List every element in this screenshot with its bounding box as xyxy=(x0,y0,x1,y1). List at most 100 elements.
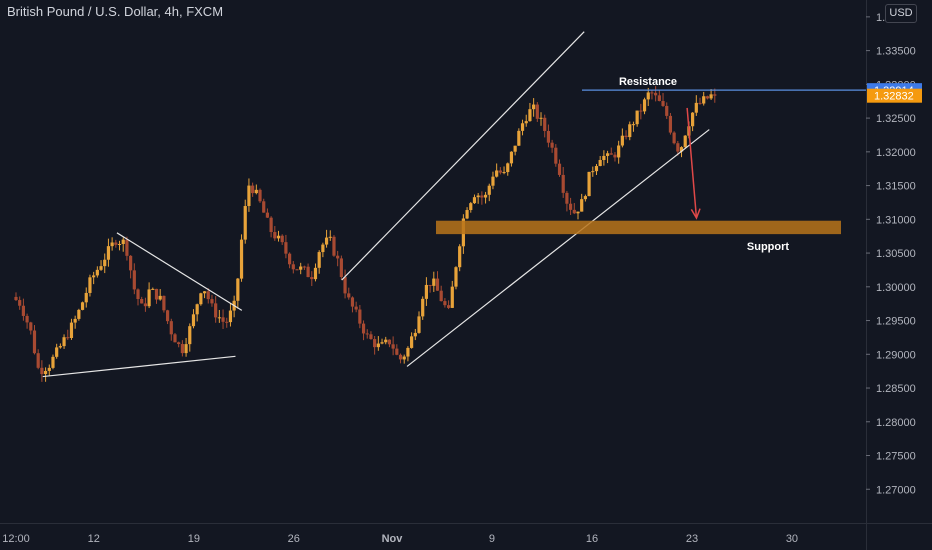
trendline-triangle-upper[interactable] xyxy=(116,232,243,311)
price-badges: 1.329141.32832 xyxy=(867,83,922,103)
candle xyxy=(140,296,144,304)
trendline-triangle-lower[interactable] xyxy=(42,355,236,378)
candle xyxy=(384,336,388,345)
candle xyxy=(483,191,488,204)
trendline-channel-lower[interactable] xyxy=(406,129,710,367)
candle-body xyxy=(594,166,599,172)
candle xyxy=(291,261,295,274)
candle-body xyxy=(639,110,643,112)
down-arrow-shaft xyxy=(686,107,698,219)
support-label: Support xyxy=(747,241,789,253)
candle-body xyxy=(679,147,684,152)
candle-body xyxy=(520,123,525,131)
candle xyxy=(343,269,347,299)
candle xyxy=(36,349,40,370)
candle xyxy=(709,89,713,100)
candle xyxy=(210,294,214,307)
candle-body xyxy=(276,235,281,239)
candle-body xyxy=(317,252,321,268)
candle xyxy=(162,295,166,313)
candle xyxy=(620,128,624,148)
candle-body xyxy=(410,336,414,348)
candle xyxy=(195,303,199,322)
candle-body xyxy=(302,266,306,268)
candle-body xyxy=(631,124,636,126)
resistance-label: Resistance xyxy=(619,76,677,88)
candle-body xyxy=(550,142,554,148)
candle-body xyxy=(476,195,480,198)
price-tick-label: 1.28000 xyxy=(876,417,916,429)
time-tick-label: 12 xyxy=(88,533,100,545)
candle xyxy=(624,130,628,140)
candle-body xyxy=(605,153,610,156)
candle xyxy=(29,321,33,335)
price-tick-label: 1.27500 xyxy=(876,451,916,463)
candle xyxy=(55,343,59,359)
candle xyxy=(206,288,210,304)
candle-body xyxy=(51,356,55,368)
time-axis[interactable]: 12:00 12 19 26 Nov 9 16 23 30 xyxy=(2,533,798,545)
candle-body xyxy=(554,147,558,164)
candle-body xyxy=(295,269,299,271)
candle-body xyxy=(199,293,203,305)
candle xyxy=(661,92,665,107)
price-tick-label: 1.31000 xyxy=(876,214,916,226)
support-zone[interactable] xyxy=(436,220,841,235)
candle xyxy=(77,308,81,321)
candle-body xyxy=(635,110,639,125)
candle-body xyxy=(642,99,647,112)
candle-body xyxy=(140,298,144,304)
candle-body xyxy=(306,266,310,278)
candle xyxy=(591,166,595,177)
candle xyxy=(177,341,181,348)
candle-body xyxy=(443,301,447,306)
candle xyxy=(683,135,687,149)
trendline-channel-upper[interactable] xyxy=(341,31,585,281)
candle xyxy=(317,250,321,274)
candle xyxy=(347,287,351,300)
candle-body xyxy=(162,295,166,311)
candle-body xyxy=(446,305,451,308)
candle-body xyxy=(472,197,477,204)
candle xyxy=(247,178,251,212)
candle-body xyxy=(103,259,107,267)
candle xyxy=(202,291,207,299)
candle xyxy=(454,266,458,290)
candle xyxy=(225,317,229,328)
candle xyxy=(147,282,151,309)
candle xyxy=(62,334,66,349)
candle-body xyxy=(369,334,373,340)
candle-body xyxy=(288,253,292,265)
candle-body xyxy=(469,203,473,211)
candle-body xyxy=(332,236,336,256)
candle-body xyxy=(32,330,37,354)
candle xyxy=(47,364,51,376)
candle xyxy=(665,102,669,119)
currency-button[interactable]: USD xyxy=(885,4,917,23)
candle-body xyxy=(258,189,262,202)
candle xyxy=(350,296,355,313)
candle-body xyxy=(269,217,273,233)
candle xyxy=(14,292,18,301)
candle xyxy=(446,300,451,310)
candle-body xyxy=(73,318,77,323)
price-tick-label: 1.27000 xyxy=(876,484,916,496)
candle-body xyxy=(84,292,88,303)
candle-body xyxy=(498,170,502,173)
candle xyxy=(239,234,244,282)
candle xyxy=(365,329,369,339)
candle-body xyxy=(402,356,406,360)
candle xyxy=(95,266,99,278)
candle-body xyxy=(43,370,48,375)
candle xyxy=(306,263,310,278)
candle-body xyxy=(417,316,421,333)
candle-body xyxy=(243,206,247,240)
candle xyxy=(509,151,514,167)
candle xyxy=(92,271,96,285)
candle xyxy=(550,139,554,153)
candle-body xyxy=(88,277,92,293)
candle xyxy=(580,193,584,212)
candle-body xyxy=(151,288,155,290)
candle-body xyxy=(439,290,443,302)
